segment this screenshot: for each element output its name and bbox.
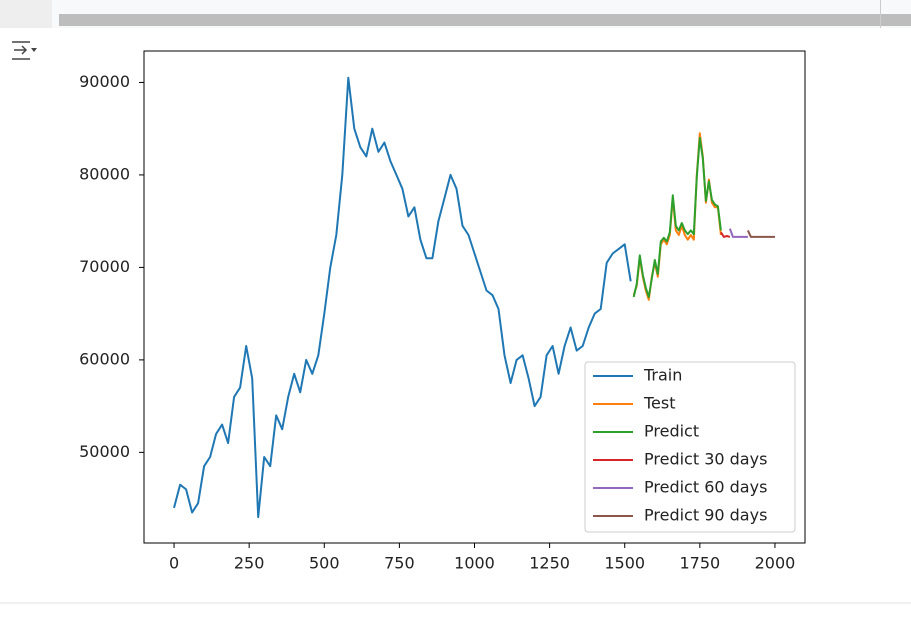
data-line bbox=[746, 229, 775, 238]
data-line bbox=[632, 136, 722, 298]
y-tick-label: 60000 bbox=[79, 349, 130, 368]
legend-label: Predict 30 days bbox=[644, 450, 767, 469]
x-tick-label: 750 bbox=[384, 554, 415, 573]
y-tick-label: 50000 bbox=[79, 442, 130, 461]
cell-gutter bbox=[0, 0, 52, 28]
x-tick-label: 0 bbox=[169, 554, 179, 573]
y-tick-label: 80000 bbox=[79, 164, 130, 183]
x-tick-label: 1750 bbox=[679, 554, 720, 573]
legend-label: Test bbox=[643, 394, 676, 413]
output-icon[interactable] bbox=[12, 41, 37, 60]
legend-label: Predict 60 days bbox=[644, 478, 767, 497]
legend-box bbox=[584, 361, 796, 533]
legend-label: Predict 90 days bbox=[644, 506, 767, 525]
data-line bbox=[720, 231, 731, 238]
data-line bbox=[632, 132, 722, 301]
toolbar bbox=[0, 0, 911, 28]
y-tick-label: 90000 bbox=[79, 72, 130, 91]
x-tick-label: 1000 bbox=[454, 554, 495, 573]
legend-label: Predict bbox=[644, 422, 699, 441]
legend-label: Train bbox=[643, 366, 682, 385]
scrollbar bbox=[59, 14, 911, 26]
data-line bbox=[728, 228, 748, 238]
x-tick-label: 500 bbox=[309, 554, 340, 573]
x-tick-label: 1250 bbox=[529, 554, 570, 573]
divider bbox=[880, 0, 881, 28]
y-tick-label: 70000 bbox=[79, 257, 130, 276]
legend: Train Test Predict Predict 30 days Predict 6… bbox=[584, 361, 796, 533]
x-tick-label: 2000 bbox=[755, 554, 796, 573]
data-line bbox=[173, 76, 632, 519]
x-tick-label: 1500 bbox=[604, 554, 645, 573]
x-tick-label: 250 bbox=[234, 554, 265, 573]
